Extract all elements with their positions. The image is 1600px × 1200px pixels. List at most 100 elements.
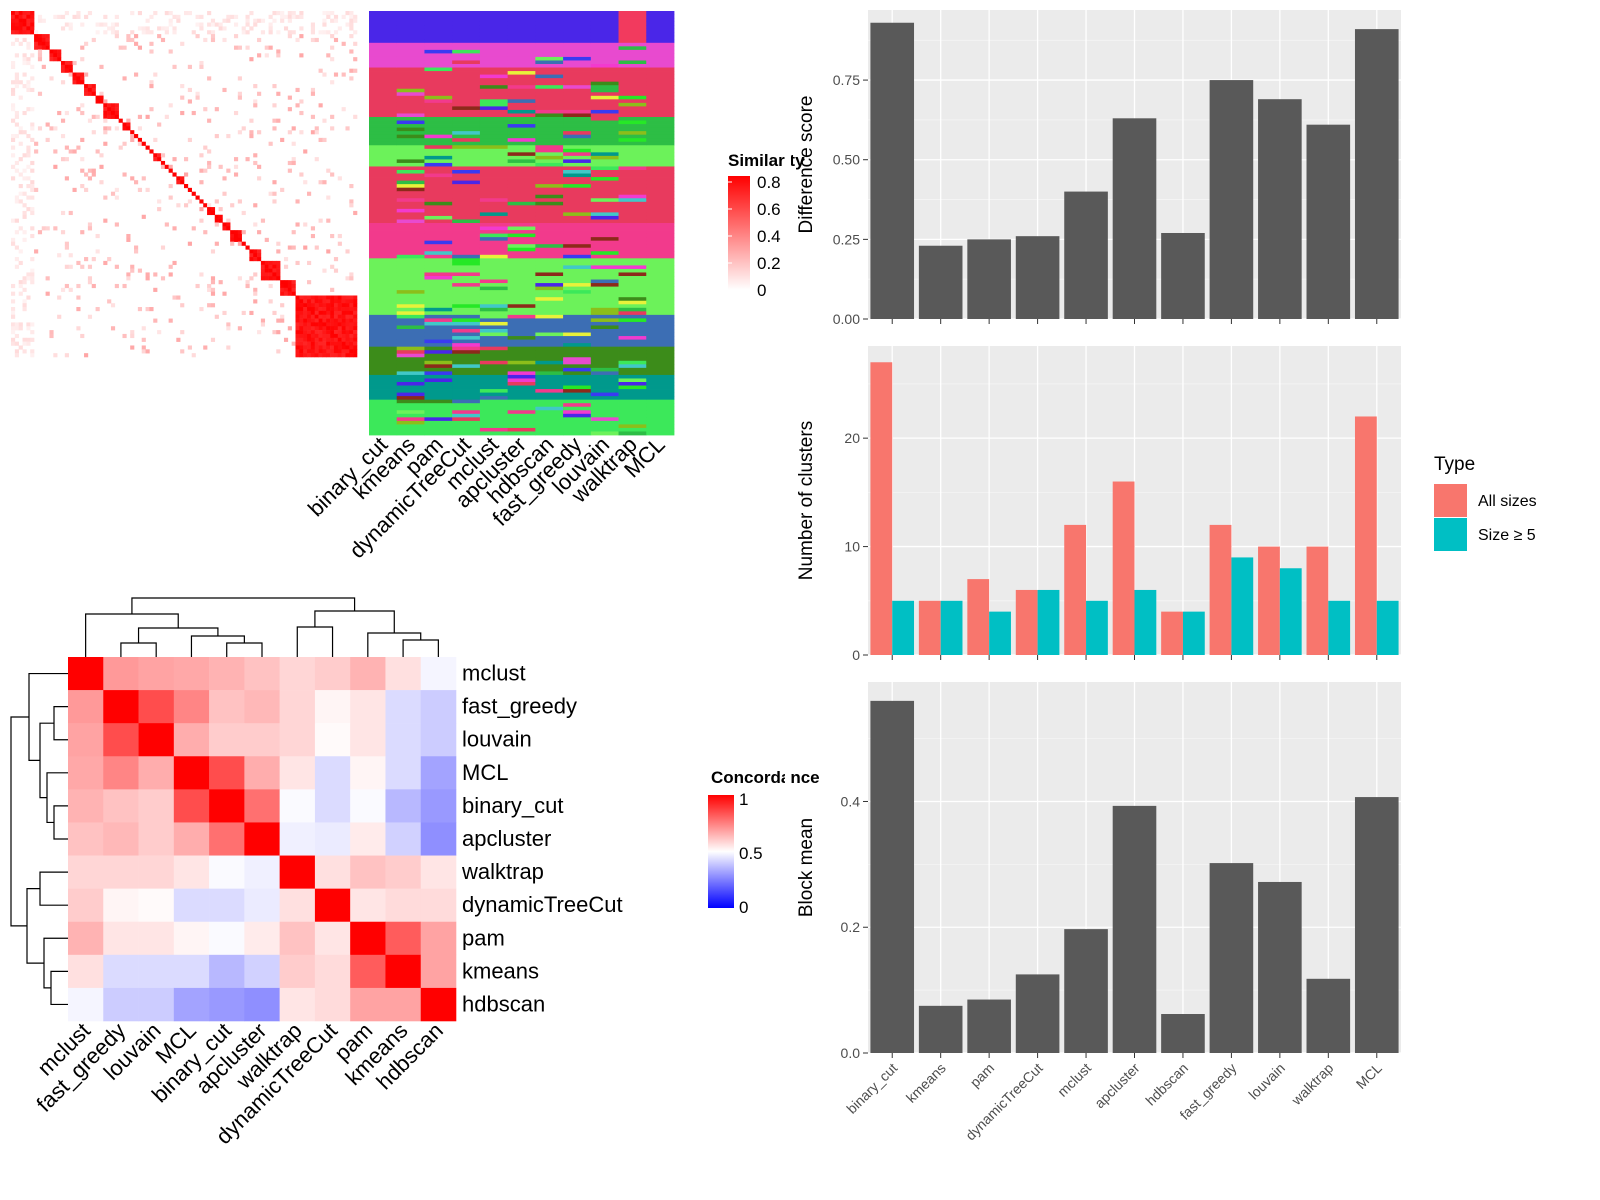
x-tick-label: louvain (1245, 1060, 1288, 1103)
assignment-cell (590, 208, 619, 213)
assignment-cell (452, 28, 481, 33)
assignment-cell (507, 124, 536, 128)
assignment-cell (535, 95, 564, 100)
similarity-cell (287, 280, 292, 285)
similarity-cell (18, 291, 23, 296)
left-dendrogram-branch (46, 772, 68, 824)
assignment-cell (507, 244, 536, 249)
x-tick-label: hdbscan (1142, 1060, 1191, 1109)
similarity-cell (253, 160, 258, 166)
bar (1209, 524, 1232, 655)
similarity-cell (68, 149, 73, 154)
similarity-cell (87, 91, 93, 96)
assignment-cell (452, 187, 481, 192)
similarity-cell (330, 337, 335, 342)
similarity-cell (318, 303, 323, 308)
assignment-cell (535, 420, 564, 425)
similarity-cell (160, 164, 166, 169)
assignment-cell (452, 431, 481, 436)
x-tick-label: mclust (1054, 1060, 1094, 1100)
assignment-cell (590, 374, 619, 379)
similarity-cell (26, 326, 31, 331)
assignment-cell (590, 134, 619, 139)
similarity-cell (322, 22, 327, 27)
assignment-cell (507, 180, 536, 185)
assignment-cell (535, 276, 564, 280)
similarity-cell (303, 326, 308, 331)
similarity-cell (295, 337, 300, 342)
concordance-cell (350, 723, 386, 757)
similarity-cell (207, 11, 212, 16)
assignment-cell (479, 113, 509, 118)
similarity-cell (14, 122, 19, 127)
assignment-cell (646, 374, 675, 379)
similarity-cell (257, 253, 262, 258)
similarity-cell (287, 130, 292, 135)
assignment-cell (424, 371, 453, 376)
similarity-cell (249, 26, 254, 31)
assignment-cell (424, 318, 453, 323)
concordance-cell (314, 921, 351, 956)
assignment-cell (507, 272, 536, 277)
similarity-cell (318, 345, 323, 350)
assignment-cell (563, 265, 592, 270)
assignment-cell (369, 14, 398, 19)
similarity-cell (149, 30, 154, 35)
assignment-cell (452, 39, 481, 44)
similarity-cell (22, 307, 27, 312)
assignment-cell (507, 145, 536, 150)
similarity-cell (291, 341, 296, 346)
similarity-cell (253, 299, 258, 304)
similarity-cell (326, 218, 331, 223)
similarity-cell (210, 337, 216, 342)
assignment-cell (369, 332, 398, 337)
assignment-cell (507, 85, 536, 90)
assignment-cell (452, 230, 481, 234)
assignment-cell (563, 360, 592, 365)
assignment-cell (590, 42, 619, 47)
assignment-cell (563, 283, 592, 287)
assignment-cell (646, 367, 675, 372)
assignment-cell (369, 247, 398, 252)
assignment-cell (646, 268, 675, 273)
assignment-cell (369, 258, 398, 263)
similarity-cell (30, 122, 35, 127)
similarity-cell (107, 257, 112, 262)
similarity-cell (330, 353, 335, 358)
assignment-cell (479, 343, 509, 348)
similarity-cell (314, 37, 319, 43)
assignment-cell (590, 297, 619, 302)
assignment-cell (646, 251, 675, 256)
bar (1209, 80, 1254, 319)
similarity-cell (318, 68, 323, 73)
similarity-cell (222, 310, 227, 316)
similarity-cell (26, 272, 31, 277)
assignment-cell (590, 212, 619, 217)
assignment-cell (618, 325, 647, 330)
assignment-cell (563, 85, 592, 90)
assignment-cell (618, 403, 647, 408)
assignment-cell (618, 205, 647, 210)
similarity-cell (349, 34, 354, 39)
assignment-cell (452, 155, 481, 160)
similarity-cell (326, 307, 331, 312)
assignment-cell (618, 152, 647, 157)
similarity-cell (333, 72, 339, 77)
assignment-cell (424, 279, 453, 284)
similarity-cell (30, 195, 35, 200)
similarity-cell (233, 230, 239, 235)
assignment-cell (452, 413, 481, 418)
concordance-cell (279, 756, 316, 790)
concordance-cell (209, 987, 245, 1022)
assignment-cell (479, 321, 509, 326)
assignment-cell (452, 120, 481, 125)
similarity-cell (326, 341, 331, 346)
similarity-cell (272, 268, 277, 273)
assignment-cell (590, 106, 619, 111)
similarity-cell (299, 34, 304, 39)
similarity-cell (141, 326, 146, 331)
similarity-cell (291, 230, 296, 235)
assignment-cell (563, 279, 592, 284)
assignment-cell (452, 385, 481, 390)
assignment-cell (479, 336, 509, 340)
